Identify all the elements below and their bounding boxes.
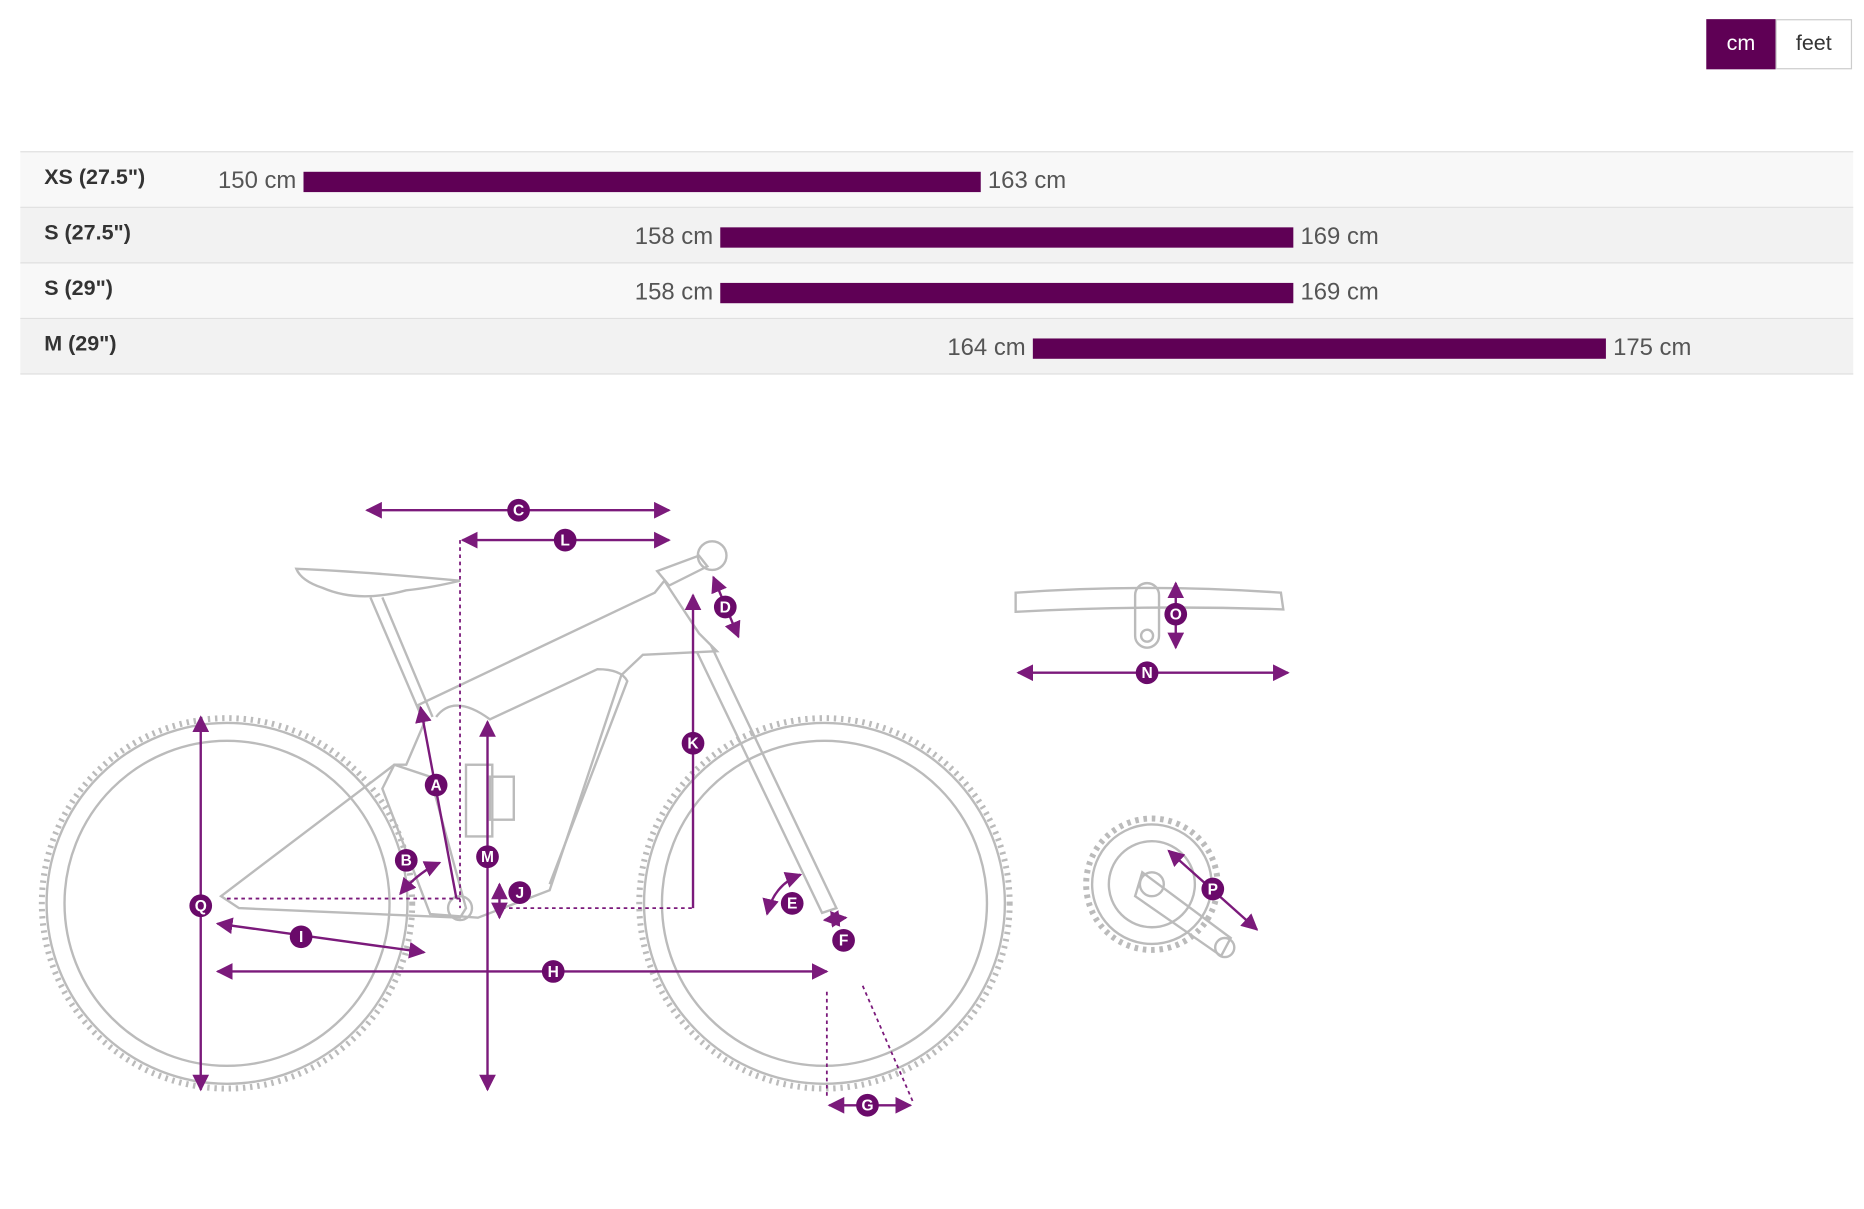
badge-circle <box>780 891 804 915</box>
badge-letter: I <box>299 929 303 946</box>
height-range-bar <box>303 171 981 193</box>
badge-circle <box>394 848 418 872</box>
high-label: 163 cm <box>988 167 1066 194</box>
dimension-badge: G <box>856 1093 879 1117</box>
badge-circle <box>1164 602 1188 626</box>
badge-letter: D <box>720 599 731 616</box>
low-label: 158 cm <box>635 278 713 305</box>
badge-letter: J <box>515 885 524 902</box>
badge-circle <box>1135 661 1159 685</box>
dimension-badge: Q <box>189 894 213 918</box>
dimension-badge: K <box>681 731 705 755</box>
dimension-badge: F <box>832 929 855 952</box>
badge-circle <box>541 960 565 983</box>
size-label: S (27.5") <box>44 221 131 245</box>
badge-circle <box>424 773 448 797</box>
badge-letter: K <box>687 736 699 753</box>
badge-letter: P <box>1208 881 1218 898</box>
dimension-badge: C <box>507 498 530 522</box>
low-label: 164 cm <box>947 334 1025 361</box>
badge-circle <box>507 498 530 522</box>
badge-letter: F <box>839 933 848 950</box>
high-label: 169 cm <box>1300 278 1378 305</box>
dimension-badge: H <box>541 960 565 983</box>
dimension-badge: O <box>1164 602 1188 626</box>
badge-letter: C <box>513 503 524 520</box>
badge-letter: G <box>861 1098 873 1115</box>
badge-circle <box>1201 877 1225 901</box>
high-label: 175 cm <box>1613 334 1691 361</box>
badge-letter: Q <box>195 898 207 915</box>
dimension-badge: M <box>476 845 499 869</box>
badge-letter: L <box>560 532 569 549</box>
badge-letter: N <box>1141 665 1152 682</box>
toggle-feet[interactable]: feet <box>1775 19 1853 70</box>
dimension-badge: B <box>394 848 418 872</box>
badge-letter: M <box>481 849 494 866</box>
size-label: S (29") <box>44 276 113 300</box>
dimension-badge: E <box>780 891 804 915</box>
dimension-labels: C L D K A B M J Q I H E F G O N P <box>189 498 1225 1117</box>
badge-circle <box>476 845 499 869</box>
dimension-badge: A <box>424 773 448 797</box>
badge-circle <box>189 894 213 918</box>
dimension-badge: L <box>553 528 577 552</box>
low-label: 150 cm <box>218 167 296 194</box>
dimension-badge: J <box>508 881 532 904</box>
bike-drawing <box>38 501 1290 1114</box>
size-label: M (29") <box>44 332 116 356</box>
badge-circle <box>713 595 737 619</box>
high-label: 169 cm <box>1300 223 1378 250</box>
badge-circle <box>856 1093 879 1117</box>
badge-letter: E <box>787 896 797 913</box>
badge-letter: B <box>401 853 412 870</box>
badge-circle <box>832 929 855 952</box>
badge-letter: A <box>431 777 442 794</box>
badge-circle <box>289 925 313 949</box>
size-table: XS (27.5") 150 cm 163 cm S (27.5") 158 cm 169… <box>20 151 1854 375</box>
dimension-badge: I <box>289 925 313 949</box>
badge-circle <box>681 731 705 755</box>
height-range-bar <box>720 227 1294 248</box>
dimension-badge: P <box>1201 877 1225 901</box>
badge-letter: O <box>1170 606 1182 623</box>
dimension-badge: D <box>713 595 737 619</box>
height-range-bar <box>720 282 1294 304</box>
height-range-bar <box>1032 338 1606 359</box>
toggle-label: cm <box>1727 31 1756 55</box>
low-label: 158 cm <box>635 223 713 250</box>
toggle-label: feet <box>1796 31 1832 55</box>
toggle-cm[interactable]: cm <box>1706 19 1776 70</box>
badge-circle <box>553 528 577 552</box>
badge-letter: H <box>548 964 559 981</box>
dimension-badge: N <box>1135 661 1159 685</box>
size-label: XS (27.5") <box>44 165 145 189</box>
badge-circle <box>508 881 532 904</box>
